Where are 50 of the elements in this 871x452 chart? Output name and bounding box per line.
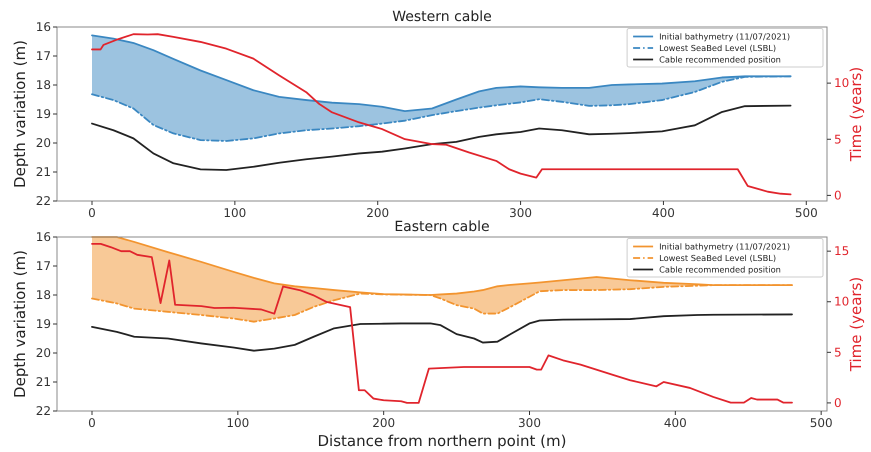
y-tick-label: 19 [36, 107, 51, 121]
x-tick-label: 100 [223, 206, 246, 220]
line-series [91, 33, 792, 196]
x-tick-label: 200 [366, 206, 390, 220]
y-tick-label: 20 [36, 346, 51, 360]
y-axis-title: Depth variation (m) [11, 250, 29, 398]
x-tick-label: 500 [794, 206, 818, 220]
x-tick-label: 400 [652, 206, 675, 220]
legend-label: Initial bathymetry (11/07/2021) [659, 32, 790, 42]
y-tick-label: 22 [36, 194, 51, 208]
y-tick-label: 21 [36, 165, 51, 179]
legend-label: Lowest SeaBed Level (LSBL) [659, 43, 776, 53]
x-tick-label: 300 [509, 206, 532, 220]
x-tick-label: 400 [664, 416, 687, 430]
line-series [91, 314, 793, 352]
y-axis-title: Depth variation (m) [11, 40, 29, 188]
legend-label: Initial bathymetry (11/07/2021) [659, 242, 790, 252]
y2-axis-title: Time (years) [847, 276, 865, 372]
x-tick-label: 200 [372, 416, 396, 430]
legend-label: Cable recommended position [659, 264, 781, 274]
y2-tick-label: 10 [834, 76, 850, 90]
y-tick-label: 18 [36, 288, 51, 302]
line-series [91, 242, 793, 404]
y-tick-label: 18 [36, 78, 51, 92]
y-tick-label: 20 [36, 136, 51, 150]
y2-tick-label: 10 [834, 294, 850, 309]
y2-tick-label: 5 [834, 132, 842, 146]
y-tick-label: 16 [36, 20, 51, 34]
legend-label: Cable recommended position [659, 54, 781, 64]
legend-label: Lowest SeaBed Level (LSBL) [659, 253, 776, 263]
y2-tick-label: 15 [834, 244, 850, 258]
y2-tick-label: 0 [834, 396, 842, 410]
y-tick-label: 17 [36, 49, 51, 63]
y-tick-label: 21 [36, 375, 51, 389]
x-tick-label: 0 [88, 416, 96, 430]
chart-title: Western cable [392, 9, 492, 25]
x-tick-label: 100 [226, 416, 250, 430]
y-tick-label: 22 [36, 404, 51, 418]
y-tick-label: 17 [36, 259, 51, 273]
line-series [91, 104, 792, 171]
y2-tick-label: 5 [834, 345, 842, 360]
y-tick-label: 16 [36, 230, 51, 244]
x-axis-title: Distance from northern point (m) [317, 432, 567, 450]
chart-title: Eastern cable [394, 219, 490, 235]
x-tick-label: 0 [88, 206, 96, 220]
x-tick-label: 500 [810, 416, 833, 430]
y-tick-label: 19 [36, 317, 51, 331]
y2-tick-label: 0 [834, 188, 842, 202]
y2-axis-title: Time (years) [847, 66, 865, 162]
x-tick-label: 300 [518, 416, 541, 430]
